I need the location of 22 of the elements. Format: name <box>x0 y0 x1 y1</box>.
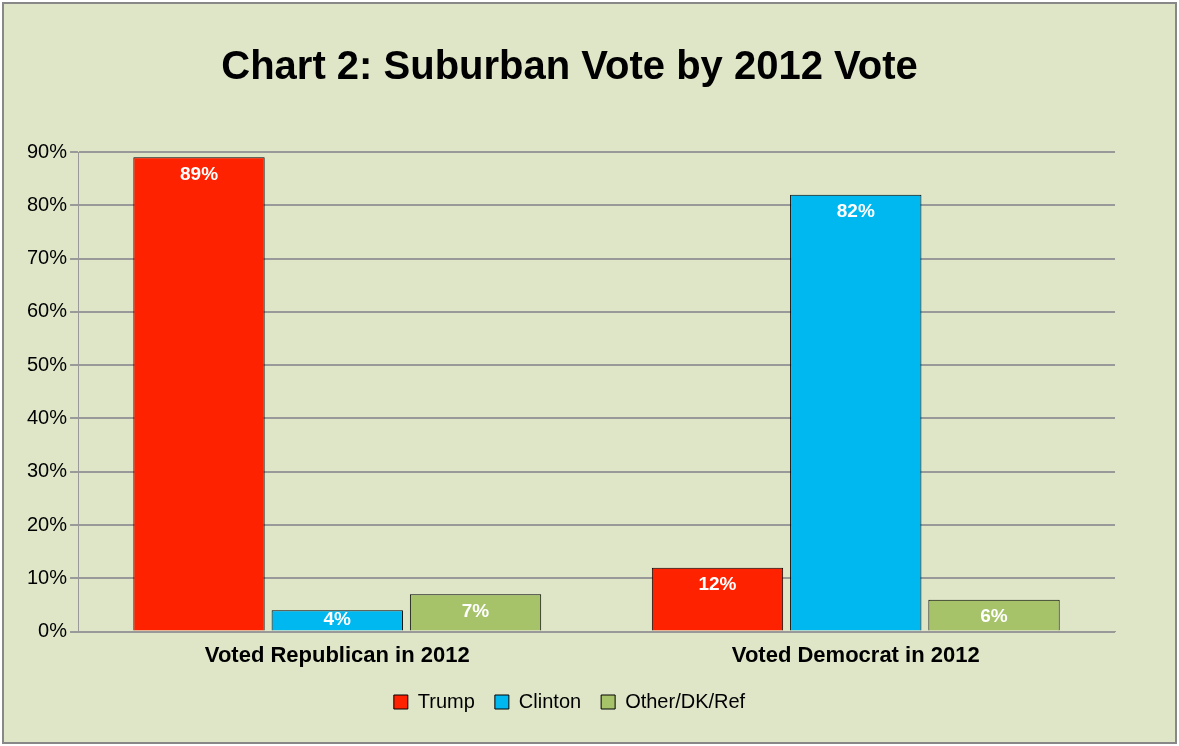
chart-title: Chart 2: Suburban Vote by 2012 Vote <box>221 43 918 88</box>
y-tick-label: 50% <box>27 352 68 375</box>
data-label: 7% <box>461 600 490 622</box>
legend-label: Clinton <box>518 689 582 712</box>
legend-label: Other/DK/Ref <box>625 689 746 712</box>
data-label: 82% <box>836 200 875 222</box>
data-label: 4% <box>323 608 352 630</box>
y-tick-label: 40% <box>27 405 68 428</box>
x-tick-label: Voted Democrat in 2012 <box>731 641 980 667</box>
y-tick-label: 0% <box>38 619 68 642</box>
y-tick-label: 30% <box>27 459 68 482</box>
y-tick-label: 90% <box>27 139 68 162</box>
y-tick-label: 80% <box>27 192 68 215</box>
data-label: 89% <box>179 163 219 185</box>
y-tick-label: 20% <box>27 512 68 535</box>
y-tick-label: 70% <box>27 246 68 269</box>
y-tick-label: 10% <box>27 565 68 588</box>
data-label: 6% <box>980 605 1008 627</box>
y-tick-label: 60% <box>27 299 68 322</box>
data-label: 12% <box>698 573 737 595</box>
x-tick-label: Voted Republican in 2012 <box>204 641 470 667</box>
legend-label: Trump <box>417 689 475 712</box>
